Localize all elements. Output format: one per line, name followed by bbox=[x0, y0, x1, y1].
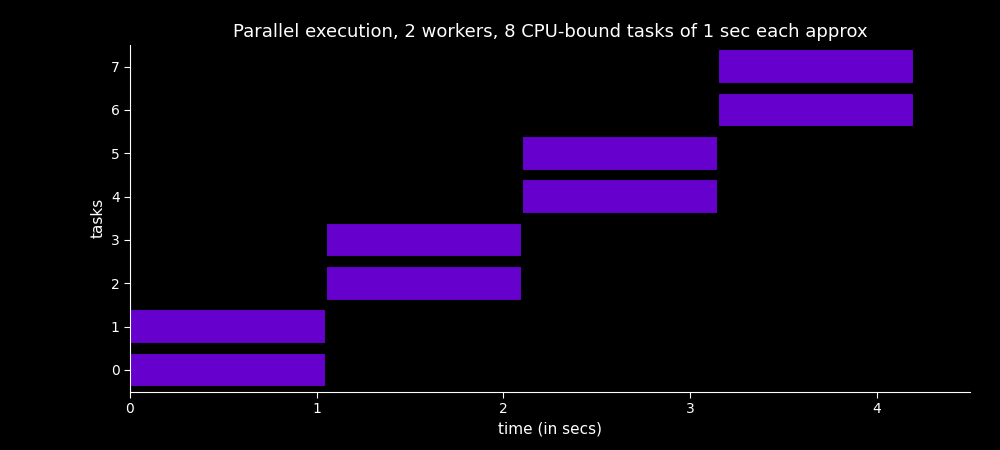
Bar bbox=[718, 50, 914, 84]
Bar bbox=[326, 223, 522, 257]
Bar bbox=[130, 352, 326, 387]
Y-axis label: tasks: tasks bbox=[90, 198, 105, 238]
Bar bbox=[326, 266, 522, 301]
X-axis label: time (in secs): time (in secs) bbox=[498, 422, 602, 436]
Bar bbox=[522, 179, 718, 214]
Title: Parallel execution, 2 workers, 8 CPU-bound tasks of 1 sec each approx: Parallel execution, 2 workers, 8 CPU-bou… bbox=[233, 22, 867, 40]
Bar bbox=[522, 136, 718, 171]
Bar bbox=[130, 309, 326, 344]
Bar bbox=[718, 93, 914, 127]
